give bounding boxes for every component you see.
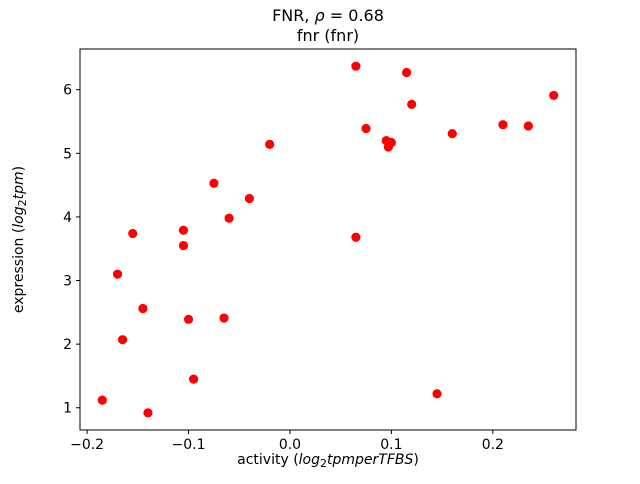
data-point: [407, 99, 417, 109]
y-tick-label: 3: [63, 274, 72, 290]
data-point: [244, 193, 254, 204]
y-tick-label: 1: [63, 401, 72, 417]
axes-frame: [79, 48, 577, 431]
data-point: [209, 178, 219, 188]
data-point: [432, 389, 442, 399]
data-point: [498, 120, 508, 130]
data-point: [351, 61, 361, 71]
data-point: [118, 335, 128, 345]
data-point: [189, 374, 199, 384]
data-point: [224, 213, 234, 223]
x-tick-label: 0.2: [482, 437, 504, 453]
data-point: [138, 303, 148, 314]
x-tick-label: −0.1: [172, 437, 206, 453]
data-point: [219, 313, 229, 323]
y-tick-label: 4: [63, 210, 72, 226]
data-point: [402, 67, 412, 78]
data-point: [361, 123, 371, 134]
y-axis-label: expression (log2tpm): [11, 166, 29, 313]
data-point: [128, 228, 138, 239]
data-point: [183, 314, 194, 324]
data-point: [523, 121, 533, 131]
data-point: [112, 269, 123, 279]
y-tick-label: 2: [63, 337, 72, 353]
data-point: [447, 129, 457, 139]
data-point: [97, 395, 107, 405]
data-point: [178, 225, 189, 235]
data-point: [351, 232, 361, 242]
x-tick-label: 0.1: [380, 437, 402, 453]
data-point: [265, 139, 275, 150]
x-axis-label: activity (log2tpmperTFBS): [237, 452, 419, 470]
x-tick-label: 0.0: [279, 437, 301, 453]
data-point: [178, 240, 189, 251]
x-tick-label: −0.2: [70, 437, 104, 453]
chart-subtitle: fnr (fnr): [297, 26, 359, 45]
data-point: [549, 90, 559, 101]
data-point: [386, 137, 396, 148]
chart-title: FNR, ρ = 0.68: [272, 6, 384, 25]
y-tick-label: 6: [63, 83, 72, 99]
data-point: [143, 408, 153, 418]
y-tick-label: 5: [63, 146, 72, 162]
